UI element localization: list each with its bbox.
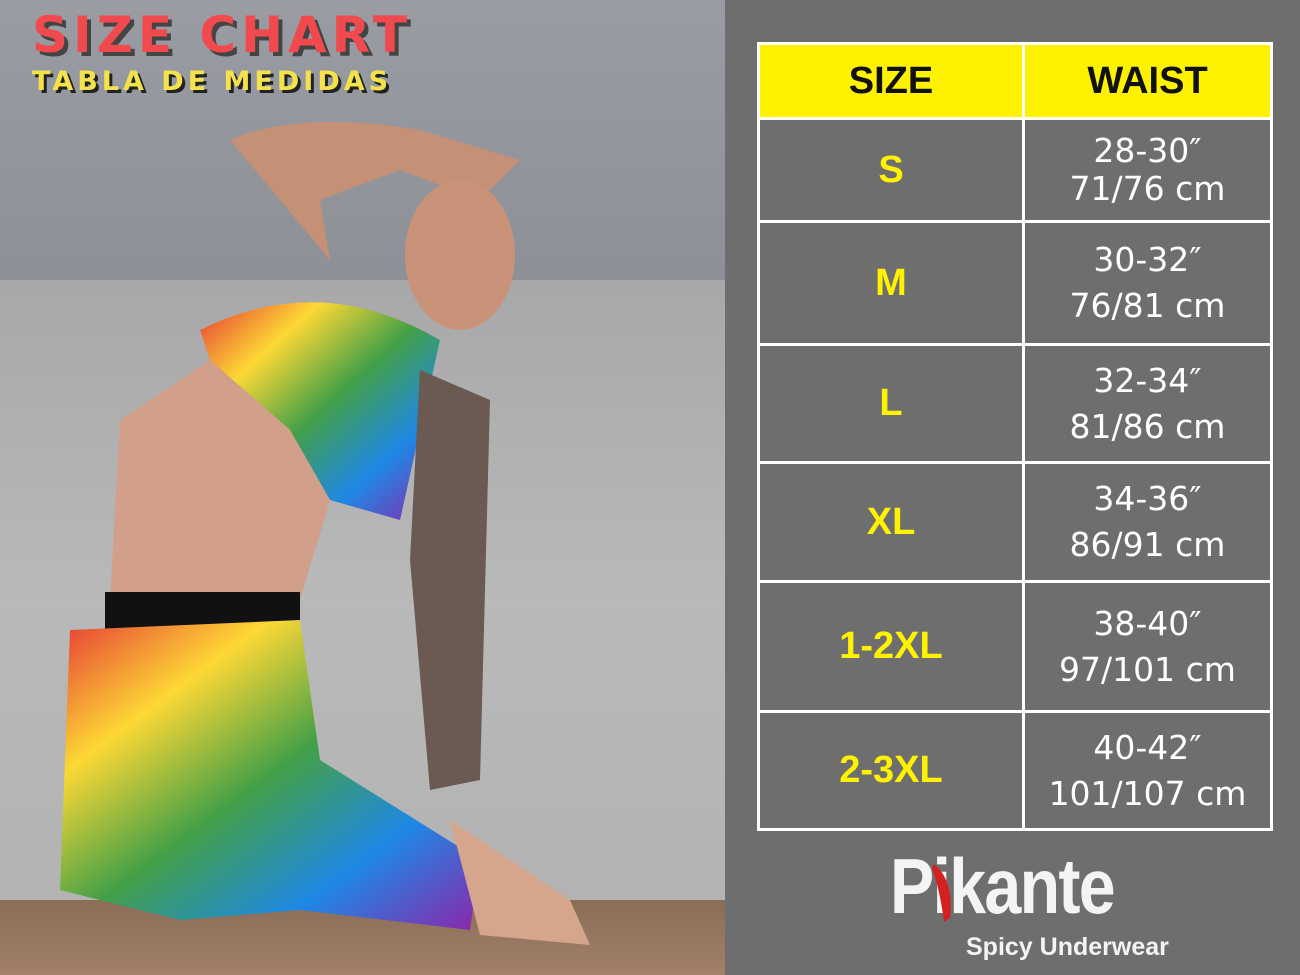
table-row: XL 34-36″ 86/91 cm: [757, 461, 1273, 583]
waist-inches: 34-36″: [1093, 479, 1202, 519]
waist-inches: 40-42″: [1093, 727, 1202, 767]
size-cell: 2-3XL: [757, 710, 1025, 831]
waist-cm: 71/76 cm: [1069, 169, 1226, 208]
size-cell: M: [757, 220, 1025, 346]
waist-cm: 76/81 cm: [1069, 286, 1226, 325]
waist-inches: 28-30″: [1093, 131, 1202, 171]
brand-logo: Pikante Spicy Underwear: [890, 842, 1169, 970]
column-header-size: SIZE: [757, 42, 1025, 120]
model-figure-illustration: [60, 122, 590, 945]
size-chart-subtitle: TABLA DE MEDIDAS: [32, 66, 393, 97]
size-cell: L: [757, 343, 1025, 464]
waist-cell: 38-40″ 97/101 cm: [1022, 580, 1273, 713]
waist-cell: 28-30″ 71/76 cm: [1022, 117, 1273, 223]
table-row: L 32-34″ 81/86 cm: [757, 343, 1273, 464]
waist-cell: 32-34″ 81/86 cm: [1022, 343, 1273, 464]
brand-tagline: Spicy Underwear: [966, 933, 1169, 961]
brand-name: Pikante: [890, 842, 1116, 930]
waist-inches: 38-40″: [1093, 603, 1202, 643]
waist-cell: 40-42″ 101/107 cm: [1022, 710, 1273, 831]
size-cell: S: [757, 117, 1025, 223]
waist-inches: 32-34″: [1093, 360, 1202, 400]
table-row: S 28-30″ 71/76 cm: [757, 117, 1273, 223]
table-row: 2-3XL 40-42″ 101/107 cm: [757, 710, 1273, 831]
waist-inches: 30-32″: [1093, 240, 1202, 280]
chili-pepper-icon: [932, 864, 951, 922]
table-row: 1-2XL 38-40″ 97/101 cm: [757, 580, 1273, 713]
table-row: M 30-32″ 76/81 cm: [757, 220, 1273, 346]
size-chart-title: SIZE CHART: [32, 6, 413, 64]
waist-cm: 81/86 cm: [1069, 406, 1226, 446]
model-photo: SIZE CHART TABLA DE MEDIDAS: [0, 0, 725, 975]
size-table: SIZE WAIST S 28-30″ 71/76 cm M 30-32″ 76/8…: [757, 42, 1273, 831]
waist-cm: 101/107 cm: [1048, 773, 1247, 813]
column-header-waist: WAIST: [1022, 42, 1273, 120]
waist-cell: 34-36″ 86/91 cm: [1022, 461, 1273, 583]
size-cell: 1-2XL: [757, 580, 1025, 713]
table-header-row: SIZE WAIST: [757, 42, 1273, 120]
size-cell: XL: [757, 461, 1025, 583]
waist-cm: 97/101 cm: [1059, 649, 1236, 689]
waist-cell: 30-32″ 76/81 cm: [1022, 220, 1273, 346]
waist-cm: 86/91 cm: [1069, 525, 1226, 564]
